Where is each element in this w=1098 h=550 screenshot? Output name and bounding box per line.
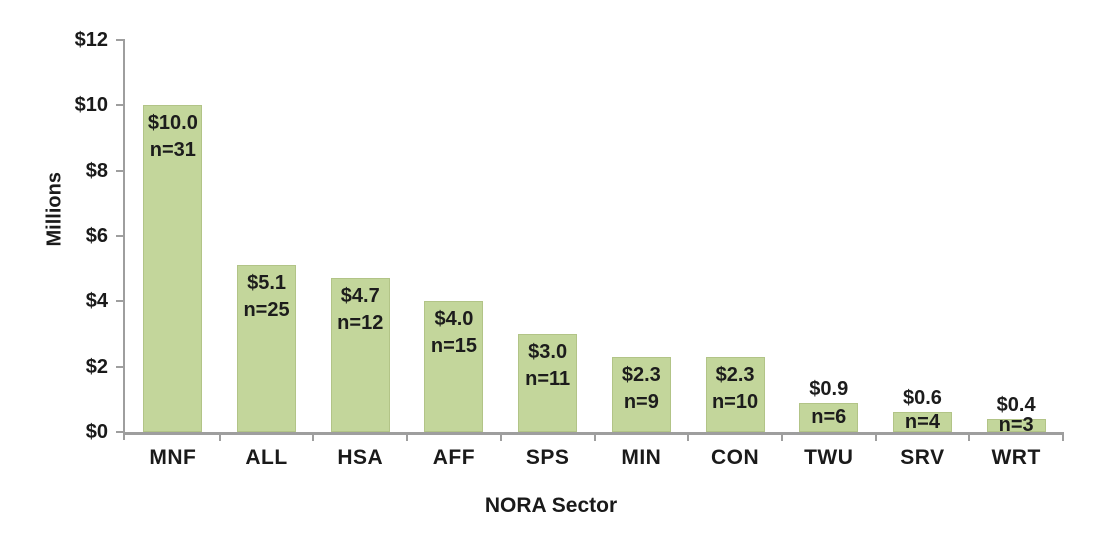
bar-n-label: n=9 — [623, 390, 659, 413]
x-tick-mark — [1062, 432, 1064, 441]
x-tick-label-mnf: MNF — [149, 446, 197, 469]
bar-mnf — [143, 105, 203, 432]
bar-twu — [799, 402, 859, 432]
x-tick-label-srv: SRV — [900, 446, 945, 469]
x-tick-mark — [218, 432, 221, 441]
bar-value-label: $4.0 — [434, 308, 474, 331]
bar-n-label: n=10 — [711, 390, 759, 413]
bar-n-label: n=12 — [337, 312, 384, 335]
bar-min — [611, 356, 671, 432]
x-tick-mark — [499, 432, 502, 441]
bar-n-label: n=15 — [430, 335, 478, 358]
bar-n-label: n=3 — [998, 414, 1034, 437]
x-tick-label-hsa: HSA — [337, 446, 384, 469]
bar-n-label: n=25 — [243, 299, 290, 322]
y-tick-label: $0 — [85, 421, 108, 443]
x-tick-mark — [874, 432, 877, 441]
x-tick-mark — [968, 432, 971, 441]
bar-n-label: n=31 — [149, 139, 196, 162]
y-tick-label: $12 — [74, 29, 108, 51]
bar-value-label: $0.4 — [996, 393, 1036, 416]
y-tick-label: $10 — [74, 94, 108, 117]
x-tick-mark — [780, 432, 783, 441]
bar-value-label: $3.0 — [528, 341, 568, 363]
bar-srv — [892, 412, 952, 432]
y-tick-label: $6 — [85, 225, 108, 247]
bar-sps — [518, 334, 578, 432]
bar-hsa — [330, 278, 390, 432]
y-tick-mark — [116, 235, 125, 237]
bar-all — [237, 265, 297, 432]
x-tick-label-all: ALL — [245, 446, 288, 469]
x-axis-title: NORA Sector — [484, 494, 618, 517]
y-tick-label: $4 — [85, 290, 108, 313]
y-tick-mark — [116, 169, 125, 172]
bar-value-label: $0.6 — [902, 387, 942, 410]
y-tick-label: $8 — [85, 159, 108, 182]
bar-value-label: $2.3 — [715, 363, 755, 386]
bar-value-label: $2.3 — [621, 363, 661, 386]
x-tick-label-min: MIN — [621, 446, 662, 469]
bar-value-label: $10.0 — [147, 112, 198, 135]
x-tick-mark — [593, 432, 596, 441]
bar-con — [705, 356, 765, 432]
x-tick-label-twu: TWU — [804, 446, 854, 469]
y-axis-line — [123, 40, 125, 440]
y-tick-mark — [116, 300, 125, 303]
y-tick-mark — [116, 39, 125, 41]
bar-n-label: n=6 — [811, 406, 847, 429]
x-tick-mark — [687, 432, 690, 441]
bar-n-label: n=4 — [904, 411, 940, 434]
x-tick-label-sps: SPS — [525, 446, 570, 469]
x-tick-label-con: CON — [710, 446, 760, 469]
x-tick-mark — [312, 432, 315, 441]
bar-aff — [424, 301, 484, 432]
y-tick-mark — [116, 365, 125, 368]
x-axis-line — [123, 432, 1063, 435]
bar-value-label: $0.9 — [809, 377, 849, 400]
x-tick-label-wrt: WRT — [991, 446, 1041, 469]
bar-n-label: n=11 — [525, 368, 571, 390]
x-tick-label-aff: AFF — [432, 446, 476, 469]
bar-value-label: $4.7 — [340, 285, 380, 308]
bar-wrt — [986, 418, 1046, 432]
y-tick-mark — [116, 104, 125, 107]
x-tick-mark — [406, 432, 409, 441]
y-tick-mark — [116, 431, 125, 433]
y-tick-label: $2 — [85, 355, 108, 378]
bar-value-label: $5.1 — [247, 272, 287, 295]
